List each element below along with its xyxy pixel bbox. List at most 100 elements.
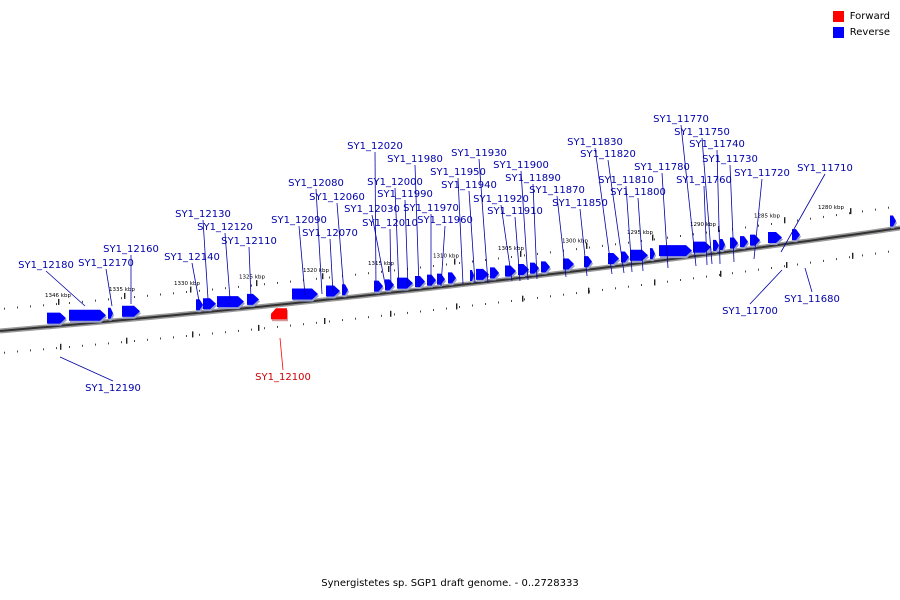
gene-arrow	[713, 239, 719, 251]
gene-leader-line	[607, 159, 625, 274]
lower-track-dot	[82, 344, 83, 347]
lower-track-dot	[433, 309, 434, 311]
gene-arrow	[621, 251, 629, 263]
upper-track-dot	[251, 284, 252, 287]
gene-leader-line	[625, 185, 633, 273]
gene-arrow	[122, 305, 140, 317]
upper-track-dot	[537, 252, 538, 255]
gene-leader-line	[680, 124, 697, 267]
upper-track-dot	[160, 293, 161, 296]
lower-track-dot	[732, 272, 733, 275]
gene-label: SY1_11730	[702, 154, 758, 165]
gene-leader-line	[556, 195, 567, 278]
gene-leader-line	[389, 228, 392, 289]
lower-track-dot	[199, 333, 200, 336]
lower-track-dot	[264, 327, 265, 330]
gene-label: SY1_11770	[653, 114, 709, 125]
lower-track-dot	[836, 258, 837, 261]
gene-leader-line	[248, 246, 252, 299]
lower-track-tick	[654, 279, 656, 286]
upper-track-dot	[368, 272, 369, 275]
lower-track-tick	[852, 252, 854, 259]
gene-label: SY1_11710	[797, 163, 853, 174]
upper-track-dot	[69, 302, 70, 304]
lower-track-dot	[368, 316, 369, 319]
lower-track-dot	[225, 331, 226, 334]
gene-leader-line	[374, 151, 377, 290]
upper-track-dot	[680, 235, 681, 237]
upper-track-dot	[706, 231, 707, 234]
upper-track-dot	[797, 219, 798, 222]
upper-track-dot	[147, 294, 148, 297]
upper-track-tick	[124, 292, 126, 299]
gene-leader-line	[579, 208, 588, 277]
gene-arrow	[203, 298, 216, 310]
lower-track-tick	[192, 331, 194, 338]
lower-track-dot	[69, 346, 70, 348]
lower-track-dot	[212, 332, 213, 335]
lower-track-dot	[693, 277, 694, 280]
gene-leader-line	[637, 197, 644, 272]
chromosome-line	[0, 227, 900, 332]
legend-reverse-label: Reverse	[849, 26, 890, 38]
gene-label: SY1_11850	[552, 198, 608, 209]
lower-track-dot	[810, 261, 811, 264]
gene-leader-line	[514, 216, 521, 282]
gene-leader-line	[468, 190, 476, 284]
upper-track-dot	[17, 306, 18, 309]
gene-label: SY1_11780	[634, 162, 690, 173]
gene-label: SY1_12020	[347, 141, 403, 152]
gene-arrow	[476, 268, 489, 280]
gene-label: SY1_12100	[255, 372, 311, 383]
upper-track-dot	[394, 269, 395, 272]
gene-leader-line	[329, 238, 334, 294]
upper-track-dot	[849, 212, 850, 215]
lower-track-dot	[628, 285, 629, 288]
gene-label: SY1_11800	[610, 187, 666, 198]
lower-track-tick	[126, 337, 128, 344]
lower-track-dot	[394, 313, 395, 316]
gene-leader-line	[202, 219, 209, 300]
lower-track-tick	[390, 310, 392, 317]
gene-label: SY1_12160	[103, 244, 159, 255]
upper-track-dot	[472, 260, 473, 263]
genome-caption: Synergistetes sp. SGP1 draft genome. - 0…	[321, 578, 579, 589]
gene-label: SY1_11960	[417, 215, 473, 226]
upper-track-dot	[836, 214, 837, 217]
lower-track-dot	[706, 275, 707, 278]
gene-label: SY1_11700	[722, 306, 778, 317]
legend-forward: Forward	[832, 8, 890, 24]
upper-track-tick	[520, 250, 522, 257]
upper-track-dot	[420, 266, 421, 269]
gene-arrow	[730, 237, 738, 249]
lower-track-dot	[342, 319, 343, 322]
gene-label: SY1_12090	[271, 215, 327, 226]
lower-track-dot	[121, 341, 122, 344]
upper-track-tick	[322, 273, 324, 280]
gene-leader-line	[279, 337, 284, 371]
gene-label: SY1_11870	[529, 185, 585, 196]
gene-arrow	[768, 231, 782, 243]
gene-label: SY1_11750	[674, 127, 730, 138]
gene-label: SY1_11830	[567, 137, 623, 148]
lower-track-dot	[303, 323, 304, 326]
gene-arrow	[385, 279, 394, 291]
lower-track-tick	[258, 324, 260, 331]
lower-track-dot	[498, 301, 499, 304]
gene-label: SY1_11970	[403, 203, 459, 214]
upper-track-dot	[446, 263, 447, 266]
gene-leader-line	[440, 225, 446, 287]
lower-track-dot	[550, 295, 551, 298]
upper-track-dot	[823, 215, 824, 218]
kbp-tick-label: 1290 kbp	[690, 222, 716, 228]
gene-arrow	[650, 248, 655, 260]
gene-label: SY1_12080	[288, 178, 344, 189]
gene-label: SY1_11680	[784, 294, 840, 305]
lower-track-dot	[30, 349, 31, 352]
gene-leader-line	[371, 214, 387, 290]
upper-track-dot	[264, 283, 265, 286]
gene-label: SY1_11890	[505, 173, 561, 184]
lower-track-dot	[472, 304, 473, 307]
gene-label: SY1_11910	[487, 206, 543, 217]
gene-arrow	[541, 261, 550, 273]
